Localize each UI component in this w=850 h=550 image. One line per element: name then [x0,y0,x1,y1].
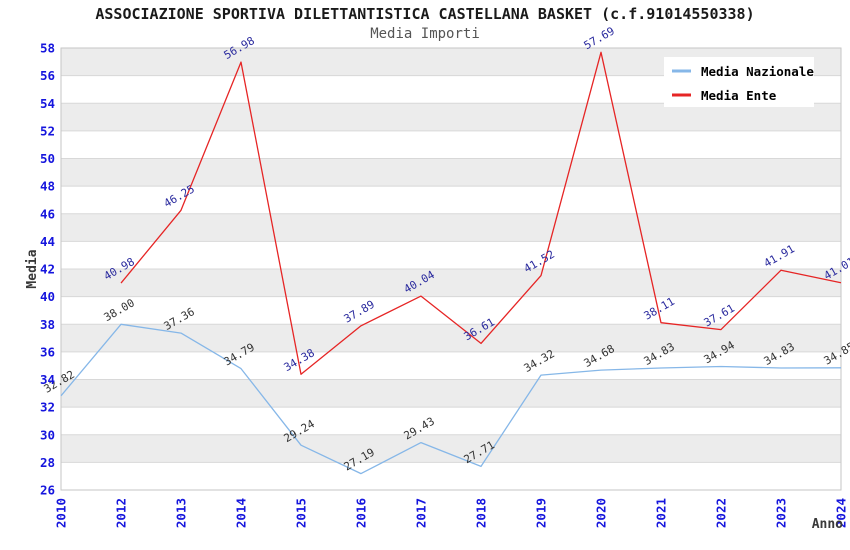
x-tick-label: 2020 [594,498,609,528]
x-tick-label: 2019 [534,498,549,528]
y-tick-label: 40 [40,289,55,304]
y-tick-label: 44 [40,234,55,249]
y-tick-label: 54 [40,96,55,111]
y-tick-label: 46 [40,206,55,221]
x-tick-label: 2012 [114,498,129,528]
y-tick-label: 38 [40,317,55,332]
y-tick-label: 30 [40,427,55,442]
series-line-media-ente [120,51,842,375]
legend: Media Nazionale Media Ente [664,57,814,107]
y-tick-label: 52 [40,123,55,138]
x-tick-label: 2018 [474,498,489,528]
y-tick-label: 50 [40,151,55,166]
series-lines [60,51,842,475]
y-tick-label: 34 [40,372,55,387]
band [61,434,841,463]
y-tick-label: 36 [40,344,55,359]
legend-label-media-nazionale: Media Nazionale [701,64,814,79]
chart-title: ASSOCIAZIONE SPORTIVA DILETTANTISTICA CA… [95,5,755,23]
x-tick-label: 2023 [774,498,789,528]
x-axis-title: Anno [812,517,843,532]
y-tick-label: 28 [40,455,55,470]
point-label: 38.00 [102,296,137,324]
band [61,213,841,242]
y-tick-label: 26 [40,483,55,498]
legend-item-media-ente: Media Ente [672,88,777,103]
band [61,158,841,187]
y-tick-label: 48 [40,179,55,194]
x-tick-label: 2015 [294,498,309,528]
y-axis-tick-labels: 26 28 30 32 34 36 38 40 42 44 46 48 50 52 54 56 58 [40,41,55,498]
legend-background [664,57,814,107]
x-tick-label: 2022 [714,498,729,528]
point-label: 41.91 [762,242,797,270]
background-bands [61,48,841,463]
x-tick-label: 2016 [354,498,369,528]
chart-subtitle: Media Importi [370,26,480,42]
x-tick-label: 2010 [54,498,69,528]
band [61,269,841,297]
series-line-media-nazionale [60,323,842,475]
x-tick-label: 2013 [174,498,189,528]
y-tick-label: 42 [40,262,55,277]
y-axis-title: Media [25,249,40,288]
x-tick-label: 2014 [234,498,249,528]
x-tick-label: 2021 [654,498,669,528]
point-label: 37.89 [342,298,377,326]
x-tick-label: 2017 [414,498,429,528]
y-tick-label: 32 [40,400,55,415]
x-tick-label: 2024 [834,498,849,528]
legend-item-media-nazionale: Media Nazionale [672,64,814,79]
band [61,103,841,131]
legend-label-media-ente: Media Ente [701,88,777,103]
y-tick-label: 58 [40,41,55,56]
y-tick-label: 56 [40,68,55,83]
band [61,379,841,408]
x-axis-tick-labels: 2010 2012 2013 2014 2015 2016 2017 2018 2019 2020… [54,498,849,528]
plot-border [60,47,842,491]
point-label: 38.11 [642,295,677,323]
